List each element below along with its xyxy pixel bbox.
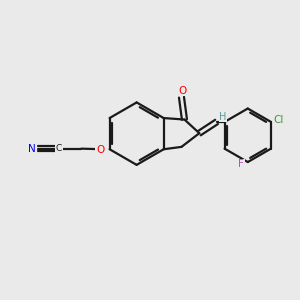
Text: O: O [96,145,104,155]
Text: H: H [219,112,227,122]
Text: O: O [178,86,187,96]
Text: N: N [28,144,36,154]
Text: F: F [238,159,244,170]
Text: Cl: Cl [273,116,284,125]
Text: C: C [56,144,62,153]
